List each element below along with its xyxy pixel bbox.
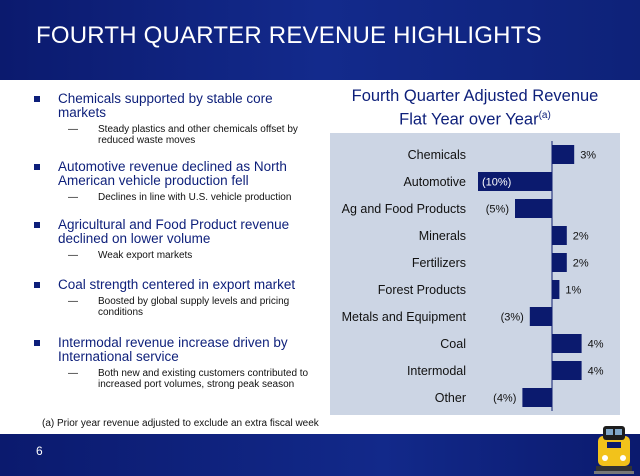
bar <box>522 388 552 407</box>
bullet-item: Intermodal revenue increase driven by In… <box>30 336 320 392</box>
value-label: 2% <box>573 258 589 270</box>
square-bullet-icon <box>34 96 40 102</box>
bar <box>552 334 582 353</box>
bar <box>552 145 575 164</box>
page-title: FOURTH QUARTER REVENUE HIGHLIGHTS <box>36 22 542 49</box>
sub-bullet: — Both new and existing customers contrib… <box>68 368 309 390</box>
bar <box>478 172 552 191</box>
sub-bullet: — Weak export markets <box>68 250 193 261</box>
category-label: Coal <box>440 337 466 351</box>
value-label: (3%) <box>501 312 524 324</box>
page-number: 6 <box>36 444 43 458</box>
bullet-text: Coal strength centered in export market <box>58 277 296 292</box>
square-bullet-icon <box>34 164 40 170</box>
square-bullet-icon <box>34 282 40 288</box>
category-label: Forest Products <box>378 283 466 297</box>
footnote: (a) Prior year revenue adjusted to exclu… <box>42 418 319 429</box>
sub-bullet-text: Steady plastics and other chemicals offs… <box>98 124 298 146</box>
bullet-item: Chemicals supported by stable core marke… <box>30 92 320 150</box>
value-label: (4%) <box>493 393 516 405</box>
category-label: Minerals <box>419 229 466 243</box>
bullet-item: Coal strength centered in export market … <box>30 278 320 326</box>
chart-title-line1: Fourth Quarter Adjusted Revenue <box>351 87 599 105</box>
category-label: Other <box>435 391 466 405</box>
category-label: Chemicals <box>408 148 466 162</box>
bar <box>529 307 552 326</box>
sub-bullet: — Declines in line with U.S. vehicle prod… <box>68 192 292 203</box>
bullet-text: Chemicals supported by stable core marke… <box>58 91 273 120</box>
bullet-item: Agricultural and Food Product revenue de… <box>30 218 320 268</box>
category-label: Ag and Food Products <box>342 202 466 216</box>
value-label: (5%) <box>486 204 509 216</box>
bar <box>515 199 552 218</box>
category-label: Intermodal <box>407 364 466 378</box>
sub-bullet-text: Weak export markets <box>98 250 193 261</box>
header-bar: FOURTH QUARTER REVENUE HIGHLIGHTS <box>0 0 640 80</box>
category-label: Metals and Equipment <box>342 310 467 324</box>
bar <box>552 361 582 380</box>
value-label: 1% <box>565 285 581 297</box>
bullet-text: Intermodal revenue increase driven by In… <box>58 335 288 364</box>
square-bullet-icon <box>34 340 40 346</box>
value-label: 4% <box>588 339 604 351</box>
bar <box>552 253 567 272</box>
sub-bullet: — Steady plastics and other chemicals off… <box>68 124 298 146</box>
sub-bullet-text: Both new and existing customers contribu… <box>98 368 309 390</box>
chart-title-footnote-marker: (a) <box>538 110 551 121</box>
revenue-bar-chart: Chemicals 3% Automotive (10%) Ag and Food Pr… <box>342 141 604 411</box>
footer-bar: 6 <box>0 426 640 476</box>
square-bullet-icon <box>34 222 40 228</box>
bullet-text: Automotive revenue declined as North Ame… <box>58 159 287 188</box>
sub-bullet-text: Declines in line with U.S. vehicle produ… <box>98 192 292 203</box>
sub-bullet: — Boosted by global supply levels and pri… <box>68 296 290 318</box>
locomotive-logo-icon <box>594 426 634 474</box>
chart-title: Fourth Quarter Adjusted Revenue Flat Yea… <box>330 86 620 130</box>
value-label: (10%) <box>482 177 511 189</box>
value-label: 2% <box>573 231 589 243</box>
bullet-list: Chemicals supported by stable core marke… <box>30 92 320 402</box>
category-label: Fertilizers <box>412 256 466 270</box>
category-label: Automotive <box>403 175 466 189</box>
value-label: 4% <box>588 366 604 378</box>
bar <box>552 280 560 299</box>
bullet-text: Agricultural and Food Product revenue de… <box>58 217 290 246</box>
sub-bullet-text: Boosted by global supply levels and pric… <box>98 296 290 318</box>
value-label: 3% <box>580 150 596 162</box>
bullet-item: Automotive revenue declined as North Ame… <box>30 160 320 208</box>
chart-title-line2: Flat Year over Year <box>399 110 539 129</box>
bar <box>552 226 567 245</box>
